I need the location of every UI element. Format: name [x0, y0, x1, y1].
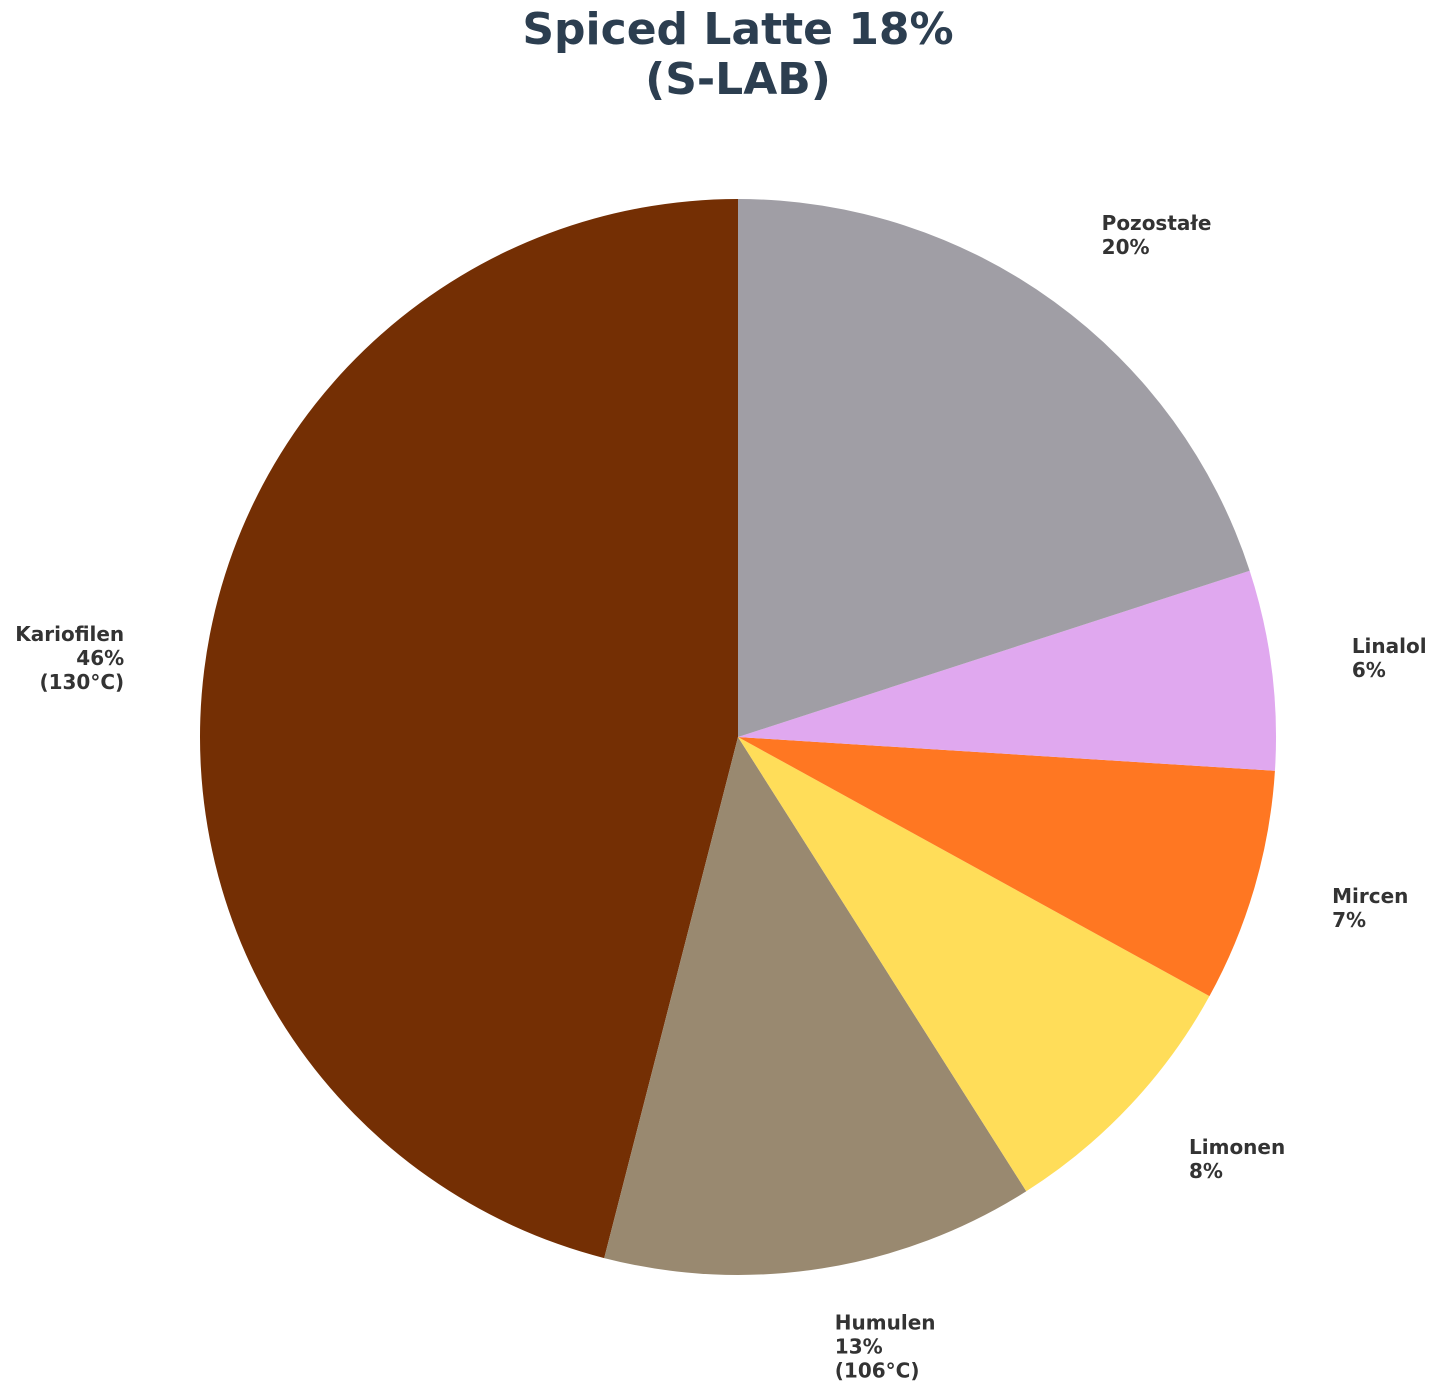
slice-label-line: 46% — [76, 646, 124, 670]
slice-label-line: Kariofilen — [15, 622, 124, 646]
slice-label-line: 8% — [1189, 1159, 1223, 1183]
slice-label-line: Mircen — [1332, 884, 1408, 908]
slice-label: Kariofilen 46% (130°C) — [15, 622, 124, 694]
pie-slice — [738, 737, 1275, 997]
slice-label-line: Limonen — [1189, 1135, 1285, 1159]
slice-label-line: (106°C) — [835, 1359, 920, 1383]
pie-slice — [604, 737, 1027, 1275]
slice-label: Pozostałe 20% — [1102, 211, 1212, 259]
slice-label-line: Pozostałe — [1102, 211, 1212, 235]
slice-label: Linalol 6% — [1352, 634, 1427, 682]
pie-slice — [738, 737, 1210, 1192]
slice-label-line: 6% — [1352, 658, 1386, 682]
slice-label-line: 20% — [1102, 235, 1150, 259]
slice-label-line: (130°C) — [39, 670, 124, 694]
pie-slice — [738, 570, 1276, 771]
slice-label-line: 7% — [1332, 908, 1366, 932]
slice-label-line: Linalol — [1352, 634, 1427, 658]
slice-label: Limonen 8% — [1189, 1135, 1285, 1183]
slice-label: Humulen 13% (106°C) — [835, 1311, 936, 1383]
chart-title: Spiced Latte 18% — [522, 4, 953, 55]
slice-label: Mircen 7% — [1332, 884, 1408, 932]
slice-label-line: Humulen — [835, 1311, 936, 1335]
pie-slice — [738, 199, 1250, 737]
pie-slice — [200, 199, 738, 1259]
slice-label-line: 13% — [835, 1335, 883, 1359]
chart-subtitle: (S-LAB) — [645, 54, 831, 105]
